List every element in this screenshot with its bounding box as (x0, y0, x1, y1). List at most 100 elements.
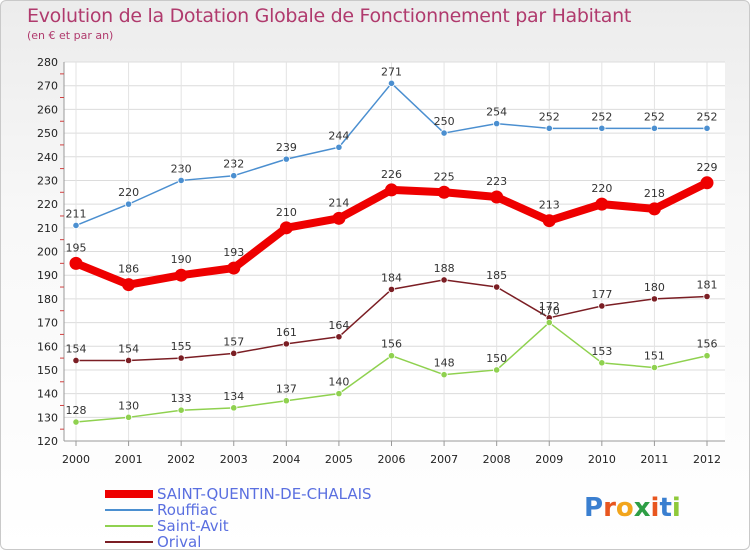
data-label: 195 (66, 241, 87, 254)
x-tick-label: 2010 (588, 453, 616, 466)
data-point (230, 404, 238, 412)
data-point (387, 79, 396, 87)
logo-letter: i (672, 493, 681, 523)
data-point (335, 333, 343, 341)
data-label: 232 (223, 158, 244, 171)
y-tick-label: 270 (37, 80, 58, 93)
x-tick-label: 2009 (535, 453, 563, 466)
data-point (598, 359, 606, 367)
data-label: 161 (276, 326, 297, 339)
data-point (440, 276, 448, 284)
data-label: 151 (644, 350, 665, 363)
data-point (598, 124, 606, 132)
data-point (493, 283, 501, 291)
logo-letter: r (603, 493, 616, 523)
logo-letter: i (651, 493, 660, 523)
chart-subtitle: (en € et par an) (27, 29, 114, 42)
y-tick-label: 260 (37, 103, 58, 116)
data-label: 226 (381, 168, 402, 181)
data-point (282, 155, 290, 163)
y-tick-label: 170 (37, 317, 58, 330)
x-tick-label: 2012 (693, 453, 721, 466)
x-tick-label: 2001 (115, 453, 143, 466)
y-tick-label: 190 (37, 269, 58, 282)
logo-text: Proxiti (584, 493, 681, 523)
data-point (493, 119, 501, 128)
data-label: 184 (381, 271, 402, 284)
data-label: 254 (486, 106, 507, 119)
data-label: 244 (328, 129, 349, 142)
y-tick-label: 220 (37, 198, 58, 211)
data-point (650, 363, 659, 372)
data-label: 164 (328, 319, 349, 332)
data-point (542, 214, 556, 228)
data-point (230, 172, 238, 180)
data-point (124, 413, 133, 421)
data-label: 134 (223, 390, 244, 403)
data-point (122, 278, 136, 292)
data-point (703, 124, 711, 132)
data-label: 188 (434, 262, 455, 275)
data-point (230, 349, 238, 357)
data-label: 252 (644, 110, 665, 123)
data-point (124, 356, 133, 365)
y-tick-label: 140 (37, 388, 58, 401)
y-tick-label: 180 (37, 293, 58, 306)
legend-entry: Saint-Avit (157, 517, 229, 535)
chart-title: Evolution de la Dotation Globale de Fonc… (27, 5, 632, 27)
x-tick-label: 2000 (62, 453, 90, 466)
data-point (493, 366, 501, 374)
y-tick-label: 240 (37, 151, 58, 164)
data-label: 190 (171, 253, 192, 266)
data-point (650, 295, 659, 303)
data-label: 128 (66, 404, 87, 417)
y-tick-label: 150 (37, 364, 58, 377)
legend-entry: SAINT-QUENTIN-DE-CHALAIS (157, 485, 372, 503)
data-label: 210 (276, 206, 297, 219)
data-label: 239 (276, 141, 297, 154)
x-tick-label: 2007 (430, 453, 458, 466)
data-label: 148 (434, 357, 455, 370)
logo-letter: x (634, 493, 651, 523)
data-label: 156 (697, 338, 718, 351)
x-tick-label: 2011 (640, 453, 668, 466)
data-label: 156 (381, 338, 402, 351)
data-point (72, 418, 80, 426)
data-label: 211 (66, 207, 87, 220)
data-label: 250 (434, 115, 455, 128)
proxiti-logo: Proxiti (584, 493, 681, 523)
data-label: 252 (539, 110, 560, 123)
data-point (385, 183, 398, 197)
y-tick-label: 200 (37, 246, 58, 259)
data-point (545, 124, 553, 132)
data-point (490, 190, 504, 204)
legend: SAINT-QUENTIN-DE-CHALAISRouffiacSaint-Av… (105, 485, 372, 550)
legend-entry: Orival (157, 533, 201, 550)
data-point (595, 197, 609, 211)
x-tick-label: 2005 (325, 453, 353, 466)
data-label: 225 (434, 170, 455, 183)
data-point (282, 340, 290, 348)
x-tick-label: 2006 (378, 453, 406, 466)
data-label: 177 (591, 288, 612, 301)
data-point (703, 352, 711, 360)
data-label: 252 (697, 110, 718, 123)
data-label: 220 (118, 186, 139, 199)
data-point (703, 292, 711, 301)
data-point (647, 202, 661, 216)
data-point (177, 406, 185, 414)
y-tick-label: 250 (37, 127, 58, 140)
data-point (72, 356, 80, 365)
data-label: 186 (118, 263, 139, 276)
data-label: 223 (486, 175, 507, 188)
grid (64, 61, 725, 442)
data-point (650, 124, 659, 132)
data-point (545, 318, 553, 327)
x-tick-label: 2008 (483, 453, 511, 466)
data-label: 193 (223, 246, 244, 259)
x-tick-label: 2004 (272, 453, 300, 466)
data-point (282, 397, 290, 405)
y-tick-label: 280 (37, 56, 58, 69)
